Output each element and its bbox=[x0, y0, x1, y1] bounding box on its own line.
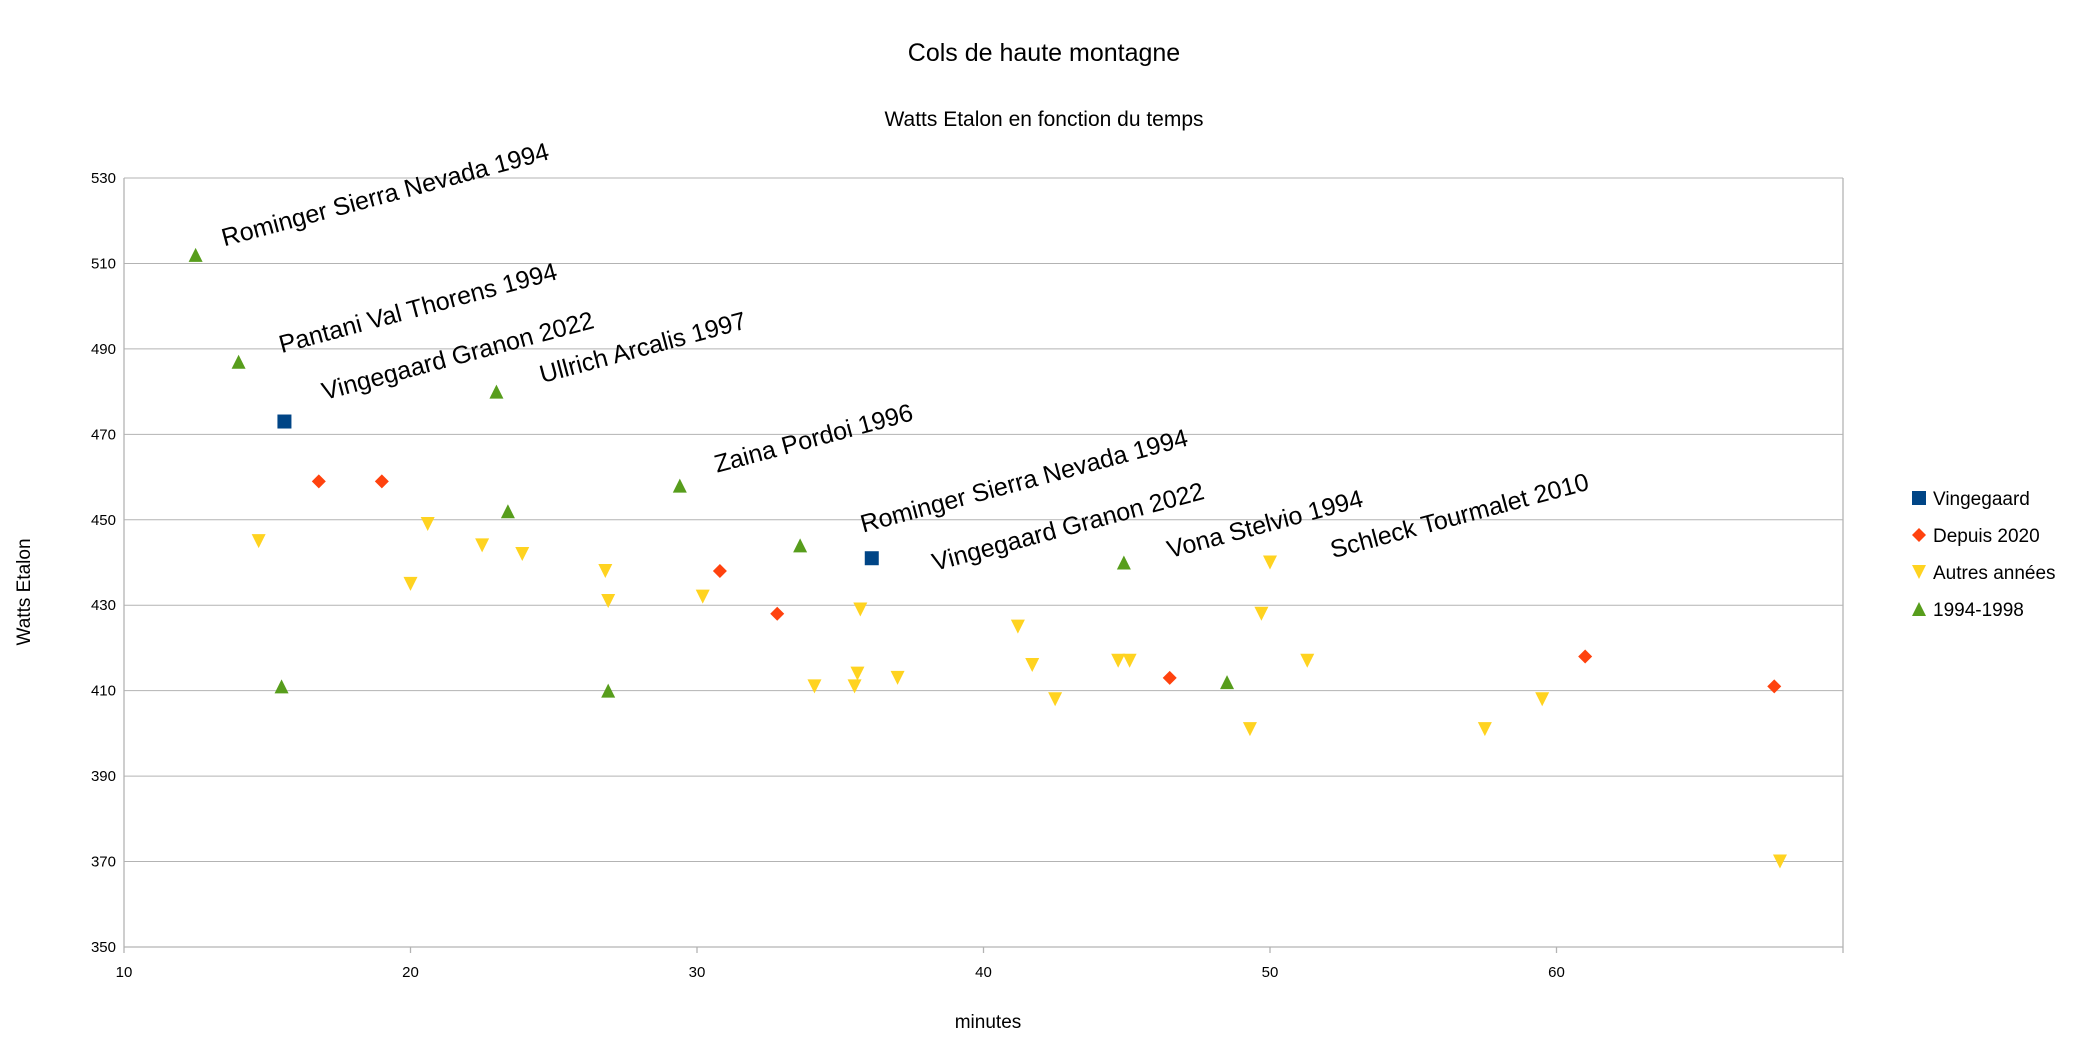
data-point bbox=[601, 683, 616, 698]
y-tick-label-410: 410 bbox=[91, 683, 116, 700]
legend-label: Vingegaard bbox=[1933, 489, 2030, 510]
grid bbox=[124, 177, 1843, 948]
legend-item-depuis-2020: Depuis 2020 bbox=[1912, 526, 2040, 547]
data-point bbox=[251, 534, 266, 549]
data-point bbox=[500, 504, 515, 519]
x-tick-label-20: 20 bbox=[402, 964, 419, 981]
data-point bbox=[1162, 670, 1177, 685]
data-point bbox=[807, 679, 822, 694]
data-point bbox=[475, 538, 490, 553]
data-point bbox=[277, 414, 292, 429]
data-point bbox=[1010, 619, 1025, 634]
x-tick-label-50: 50 bbox=[1262, 964, 1279, 981]
data-point bbox=[231, 354, 246, 369]
data-point bbox=[1535, 692, 1550, 707]
series-vingegaard bbox=[277, 414, 879, 566]
annotation-label: Zaina Pordoi 1996 bbox=[711, 399, 916, 479]
legend-marker bbox=[1912, 528, 1926, 542]
legend-marker bbox=[1912, 491, 1926, 505]
y-tick-label-510: 510 bbox=[91, 255, 116, 272]
y-tick-label-450: 450 bbox=[91, 512, 116, 529]
y-tick-label-370: 370 bbox=[91, 854, 116, 871]
legend-label: Autres années bbox=[1933, 563, 2056, 584]
y-tick-label-470: 470 bbox=[91, 426, 116, 443]
legend-label: Depuis 2020 bbox=[1933, 526, 2040, 547]
tick-labels: 350 370 390 410 430 450 470 490 510 530 10 20 30 40 50… bbox=[91, 170, 1565, 981]
data-point bbox=[1111, 653, 1126, 668]
series-1994-1998 bbox=[188, 247, 1235, 698]
series-depuis-2020 bbox=[311, 474, 1782, 694]
data-point bbox=[890, 670, 905, 685]
data-point bbox=[1263, 555, 1277, 570]
data-point bbox=[1220, 675, 1235, 690]
data-point bbox=[515, 546, 530, 561]
data-point bbox=[489, 384, 504, 399]
data-point bbox=[1254, 606, 1269, 621]
data-point bbox=[1477, 722, 1492, 737]
data-point bbox=[695, 589, 710, 604]
y-tick-label-350: 350 bbox=[91, 939, 116, 956]
x-tick-label-30: 30 bbox=[689, 964, 706, 981]
y-axis-title: Watts Etalon bbox=[14, 538, 35, 645]
series-autres-ann-es bbox=[251, 517, 1787, 869]
legend: Vingegaard Depuis 2020 Autres années 1994-1… bbox=[1912, 489, 2056, 621]
data-point bbox=[403, 576, 418, 591]
y-tick-label-490: 490 bbox=[91, 341, 116, 358]
data-point bbox=[770, 606, 785, 621]
data-point bbox=[1122, 653, 1137, 668]
x-axis-title: minutes bbox=[955, 1012, 1022, 1033]
x-tick-label-60: 60 bbox=[1548, 964, 1565, 981]
data-point bbox=[188, 247, 203, 262]
legend-item-autres-ann-es: Autres années bbox=[1912, 563, 2056, 584]
legend-marker bbox=[1912, 602, 1926, 616]
data-point bbox=[850, 666, 865, 681]
data-points bbox=[188, 247, 1787, 869]
legend-label: 1994-1998 bbox=[1933, 600, 2024, 621]
data-point bbox=[864, 551, 879, 566]
y-tick-label-390: 390 bbox=[91, 768, 116, 785]
data-point bbox=[672, 478, 687, 493]
legend-item-1994-1998: 1994-1998 bbox=[1912, 600, 2024, 621]
data-point bbox=[598, 564, 613, 579]
y-tick-label-430: 430 bbox=[91, 597, 116, 614]
data-point bbox=[1242, 722, 1257, 737]
data-point bbox=[420, 517, 435, 532]
data-point bbox=[274, 679, 289, 694]
y-tick-label-530: 530 bbox=[91, 170, 116, 187]
data-point bbox=[1578, 649, 1593, 664]
x-tick-label-10: 10 bbox=[116, 964, 133, 981]
data-point bbox=[311, 474, 326, 489]
data-point bbox=[712, 564, 727, 579]
data-point bbox=[1300, 653, 1315, 668]
annotation-label: Rominger Sierra Nevada 1994 bbox=[219, 138, 553, 252]
data-point bbox=[1025, 658, 1040, 673]
legend-marker bbox=[1912, 565, 1926, 579]
data-point bbox=[853, 602, 868, 617]
data-point bbox=[847, 679, 862, 694]
x-tick-label-40: 40 bbox=[975, 964, 992, 981]
data-point bbox=[793, 538, 808, 553]
data-point bbox=[1048, 692, 1063, 707]
data-point bbox=[374, 474, 389, 489]
legend-item-vingegaard: Vingegaard bbox=[1912, 489, 2030, 510]
annotation-label: Schleck Tourmalet 2010 bbox=[1327, 468, 1592, 564]
data-point bbox=[1767, 679, 1782, 694]
chart-subtitle: Watts Etalon en fonction du temps bbox=[884, 108, 1203, 131]
data-point bbox=[1772, 854, 1787, 869]
chart-title: Cols de haute montagne bbox=[908, 39, 1180, 67]
axes bbox=[123, 178, 1844, 953]
data-point bbox=[601, 593, 616, 608]
data-point bbox=[1116, 555, 1131, 570]
